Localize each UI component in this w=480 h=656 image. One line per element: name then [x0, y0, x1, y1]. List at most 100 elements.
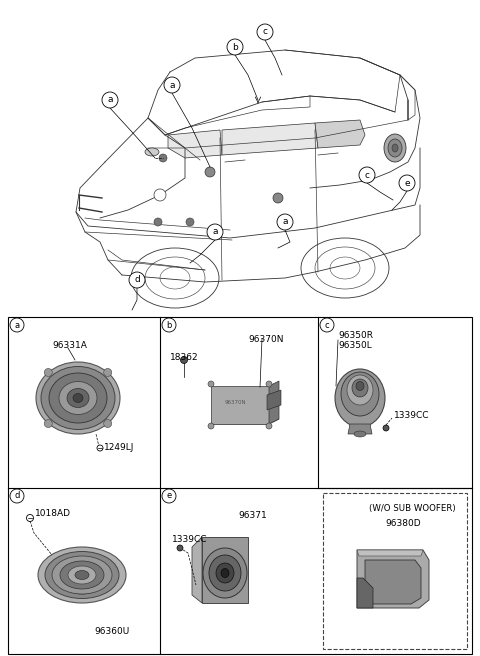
- Circle shape: [104, 420, 112, 428]
- Text: 96350R: 96350R: [338, 331, 373, 340]
- Circle shape: [257, 24, 273, 40]
- Circle shape: [10, 489, 24, 503]
- Polygon shape: [202, 537, 248, 603]
- Circle shape: [383, 425, 389, 431]
- Text: c: c: [263, 28, 267, 37]
- Ellipse shape: [354, 431, 366, 437]
- Text: b: b: [166, 321, 172, 329]
- Circle shape: [227, 39, 243, 55]
- Circle shape: [266, 423, 272, 429]
- Ellipse shape: [36, 362, 120, 434]
- Text: 1249LJ: 1249LJ: [104, 443, 134, 453]
- Polygon shape: [315, 120, 365, 148]
- Text: (W/O SUB WOOFER): (W/O SUB WOOFER): [369, 504, 456, 512]
- Ellipse shape: [216, 563, 234, 583]
- Circle shape: [154, 189, 166, 201]
- Ellipse shape: [347, 375, 373, 405]
- Text: 96350L: 96350L: [338, 340, 372, 350]
- Polygon shape: [269, 381, 279, 424]
- Text: 1018AD: 1018AD: [35, 508, 71, 518]
- Circle shape: [26, 514, 34, 522]
- Polygon shape: [357, 550, 423, 556]
- Ellipse shape: [38, 547, 126, 603]
- Ellipse shape: [352, 379, 368, 397]
- Ellipse shape: [45, 552, 119, 598]
- Ellipse shape: [59, 382, 97, 415]
- Text: a: a: [282, 218, 288, 226]
- Ellipse shape: [341, 372, 379, 416]
- Text: a: a: [169, 81, 175, 89]
- Ellipse shape: [68, 566, 96, 584]
- Circle shape: [104, 369, 112, 377]
- Circle shape: [10, 318, 24, 332]
- Bar: [323, 493, 467, 649]
- Polygon shape: [357, 578, 373, 608]
- Circle shape: [205, 167, 215, 177]
- Polygon shape: [222, 123, 318, 155]
- Text: e: e: [167, 491, 172, 501]
- Text: b: b: [232, 43, 238, 52]
- Text: 96370N: 96370N: [248, 335, 284, 344]
- Ellipse shape: [49, 373, 107, 423]
- Text: 96360U: 96360U: [94, 628, 129, 636]
- Ellipse shape: [203, 548, 247, 598]
- Text: 96380D: 96380D: [385, 518, 420, 527]
- Ellipse shape: [335, 369, 385, 427]
- Text: a: a: [212, 228, 218, 237]
- Circle shape: [266, 381, 272, 387]
- Text: a: a: [107, 96, 113, 104]
- Ellipse shape: [52, 556, 112, 594]
- Ellipse shape: [67, 388, 89, 407]
- Text: 96331A: 96331A: [52, 340, 87, 350]
- Text: 1339CC: 1339CC: [394, 411, 430, 420]
- Circle shape: [180, 356, 188, 363]
- Circle shape: [44, 420, 52, 428]
- Circle shape: [164, 77, 180, 93]
- Ellipse shape: [209, 555, 241, 591]
- Circle shape: [399, 175, 415, 191]
- Ellipse shape: [68, 584, 96, 594]
- Ellipse shape: [64, 576, 100, 590]
- Ellipse shape: [75, 571, 89, 579]
- Circle shape: [162, 318, 176, 332]
- Circle shape: [277, 214, 293, 230]
- Polygon shape: [211, 419, 279, 424]
- Ellipse shape: [388, 139, 402, 157]
- Circle shape: [44, 369, 52, 377]
- Circle shape: [208, 381, 214, 387]
- Polygon shape: [192, 537, 202, 603]
- Circle shape: [97, 445, 103, 451]
- Ellipse shape: [392, 144, 398, 152]
- Polygon shape: [267, 390, 281, 410]
- Ellipse shape: [384, 134, 406, 162]
- Ellipse shape: [60, 561, 104, 589]
- Ellipse shape: [41, 367, 115, 430]
- Text: e: e: [404, 178, 410, 188]
- Text: 18362: 18362: [170, 352, 199, 361]
- Circle shape: [359, 167, 375, 183]
- Circle shape: [207, 224, 223, 240]
- Circle shape: [273, 193, 283, 203]
- Circle shape: [129, 272, 145, 288]
- Polygon shape: [211, 386, 269, 424]
- Text: c: c: [364, 171, 370, 180]
- Circle shape: [177, 545, 183, 551]
- Text: 1339CC: 1339CC: [172, 535, 207, 544]
- Polygon shape: [365, 560, 421, 604]
- Text: d: d: [14, 491, 20, 501]
- Text: 96370N: 96370N: [224, 401, 246, 405]
- Polygon shape: [168, 130, 222, 158]
- Text: d: d: [134, 276, 140, 285]
- Ellipse shape: [356, 382, 364, 390]
- Circle shape: [320, 318, 334, 332]
- Text: a: a: [14, 321, 20, 329]
- Polygon shape: [357, 550, 429, 608]
- Circle shape: [154, 218, 162, 226]
- Bar: [8, 317, 472, 654]
- Ellipse shape: [145, 148, 159, 156]
- Circle shape: [162, 489, 176, 503]
- Circle shape: [186, 218, 194, 226]
- Ellipse shape: [221, 569, 229, 577]
- Text: c: c: [324, 321, 329, 329]
- Polygon shape: [348, 424, 372, 434]
